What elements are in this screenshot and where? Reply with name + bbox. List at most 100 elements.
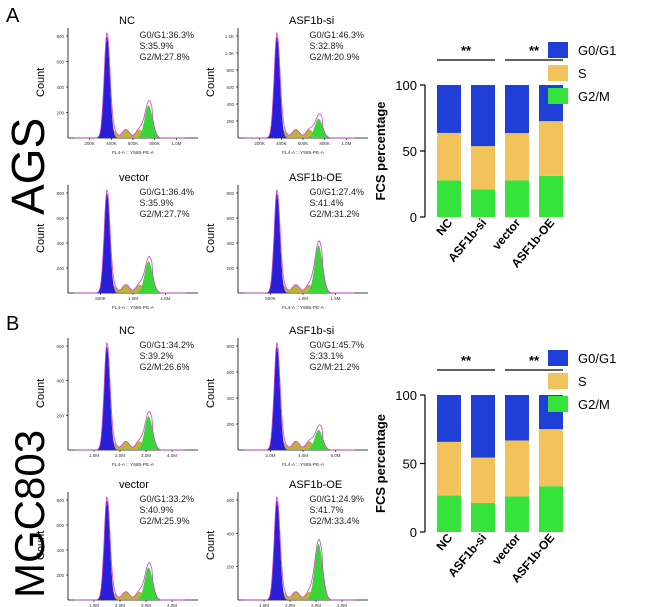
bar-s-asf1b-si	[471, 146, 495, 190]
bar-g2m-nc	[437, 495, 461, 532]
histogram-0-3: ASF1b-OE Count 200 400 600 800 500K 1.0M 1.5M FL4…	[205, 172, 368, 311]
y-tick-label: 400	[56, 85, 64, 90]
s-phase-area	[244, 441, 355, 450]
y-tick-label: 400	[56, 548, 64, 553]
histogram-title: ASF1b-si	[289, 15, 334, 27]
x-axis-label: FL4-A :: Y585-PE-A	[282, 150, 325, 156]
x-tick-label: NC	[433, 531, 455, 554]
histogram-stat: G2/M:31.2%	[310, 209, 360, 219]
s-phase-area	[74, 591, 185, 600]
legend-swatch-s	[548, 65, 568, 81]
histogram-stat: G0/G1:24.9%	[310, 494, 365, 504]
legend-label: S	[578, 66, 587, 81]
legend-label: G2/M	[578, 397, 610, 412]
legend-swatch-g0g1	[548, 350, 568, 366]
bar-s-asf1b-oe	[539, 429, 563, 487]
histogram-0-2: vector Count 200 400 600 800 500K 1.0M 1.5M FL4-A…	[35, 172, 198, 311]
histogram-stat: S:41.4%	[310, 198, 344, 208]
bar-s-nc	[437, 132, 461, 181]
histogram-stat: G0/G1:46.3%	[310, 30, 365, 40]
histogram-title: NC	[119, 15, 135, 27]
bar-g0g1-vector	[505, 395, 529, 441]
legend-swatch-g2m	[548, 88, 568, 104]
histogram-stat: G2/M:27.7%	[140, 209, 190, 219]
s-phase-area	[74, 129, 185, 138]
bar-g2m-nc	[437, 180, 461, 217]
x-tick-label: 1.0M	[171, 141, 181, 146]
y-axis-label: Count	[35, 224, 47, 253]
histogram-1-1: ASF1b-si Count 200 400 600 800 2.0M 4.0M 6.0M FL4…	[205, 325, 368, 468]
histogram-stat: G2/M:33.4%	[310, 516, 360, 526]
y-tick-label: 0	[410, 210, 417, 225]
fit-envelope	[244, 31, 355, 139]
y-tick-label: 0	[410, 525, 417, 540]
histogram-title: NC	[119, 325, 135, 337]
histogram-stat: G0/G1:33.2%	[140, 494, 195, 504]
y-tick-label: 200	[226, 422, 234, 427]
histogram-stat: G2/M:25.9%	[140, 516, 190, 526]
histogram-group: NC Count 200 400 600 800 200K 400K 600K 800K 1.0M F…	[35, 15, 368, 607]
y-tick-label: 800	[226, 191, 234, 196]
y-tick-label: 600	[226, 85, 234, 90]
y-axis-label: FCS percentage	[373, 414, 388, 513]
x-tick-label: 600K	[298, 141, 309, 146]
s-phase-area	[244, 284, 355, 293]
y-tick-label: 200	[56, 413, 64, 418]
significance-label: **	[529, 353, 540, 368]
fit-envelope	[74, 496, 185, 601]
y-tick-label: 200	[226, 266, 234, 271]
x-tick-label: 500K	[265, 296, 276, 301]
y-axis-label: FCS percentage	[373, 102, 388, 201]
fit-envelope	[244, 342, 355, 451]
x-tick-label: 1.0M	[259, 603, 269, 607]
x-tick-label: 4.0M	[337, 603, 347, 607]
x-tick-label: 200K	[84, 141, 95, 146]
x-tick-label: 400K	[276, 141, 287, 146]
s-phase-area	[74, 441, 185, 450]
cell-line-ags: AGS	[2, 118, 54, 215]
histogram-stat: S:35.9%	[140, 41, 174, 51]
y-tick-label: 600	[226, 498, 234, 503]
y-tick-label: 800	[226, 68, 234, 73]
cell-line-mgc803: MGC803	[6, 430, 53, 598]
histogram-stat: S:39.2%	[140, 351, 174, 361]
x-tick-label: 3.0M	[141, 603, 151, 607]
significance-label: **	[461, 43, 472, 58]
bar-s-vector	[505, 133, 529, 181]
legend-swatch-g2m	[548, 396, 568, 412]
x-tick-label: vector	[489, 216, 523, 253]
y-tick-label: 400	[226, 531, 234, 536]
x-tick-label: 800K	[319, 141, 330, 146]
s-phase-area	[74, 284, 185, 293]
y-tick-label: 50	[403, 457, 417, 472]
bar-g0g1-asf1b-si	[471, 395, 495, 458]
y-axis-label: Count	[35, 379, 47, 408]
histogram-0-0: NC Count 200 400 600 800 200K 400K 600K 800K 1.0M F…	[35, 15, 198, 156]
x-tick-label: 1.0M	[341, 141, 351, 146]
legend-label: G0/G1	[578, 351, 616, 366]
legend-label: G0/G1	[578, 43, 616, 58]
y-tick-label: 200	[226, 565, 234, 570]
y-tick-label: 200	[226, 119, 234, 124]
y-tick-label: 1.2K	[225, 34, 234, 39]
histogram-title: ASF1b-si	[289, 325, 334, 337]
x-tick-label: 1.0M	[298, 296, 308, 301]
y-tick-label: 800	[56, 191, 64, 196]
histogram-title: vector	[119, 479, 149, 491]
x-tick-label: 2.0M	[285, 603, 295, 607]
fit-envelope	[74, 189, 185, 294]
g2m-peak	[244, 544, 355, 600]
y-tick-label: 400	[226, 396, 234, 401]
y-axis-label: Count	[205, 379, 217, 408]
legend-label: S	[578, 374, 587, 389]
histogram-stat: S:35.9%	[140, 198, 174, 208]
x-axis-label: FL4-A :: Y585-PE-A	[112, 462, 155, 468]
bar-g2m-asf1b-oe	[539, 175, 563, 217]
y-tick-label: 200	[56, 111, 64, 116]
bar-g0g1-vector	[505, 85, 529, 134]
y-tick-label: 600	[56, 344, 64, 349]
y-tick-label: 600	[56, 60, 64, 65]
